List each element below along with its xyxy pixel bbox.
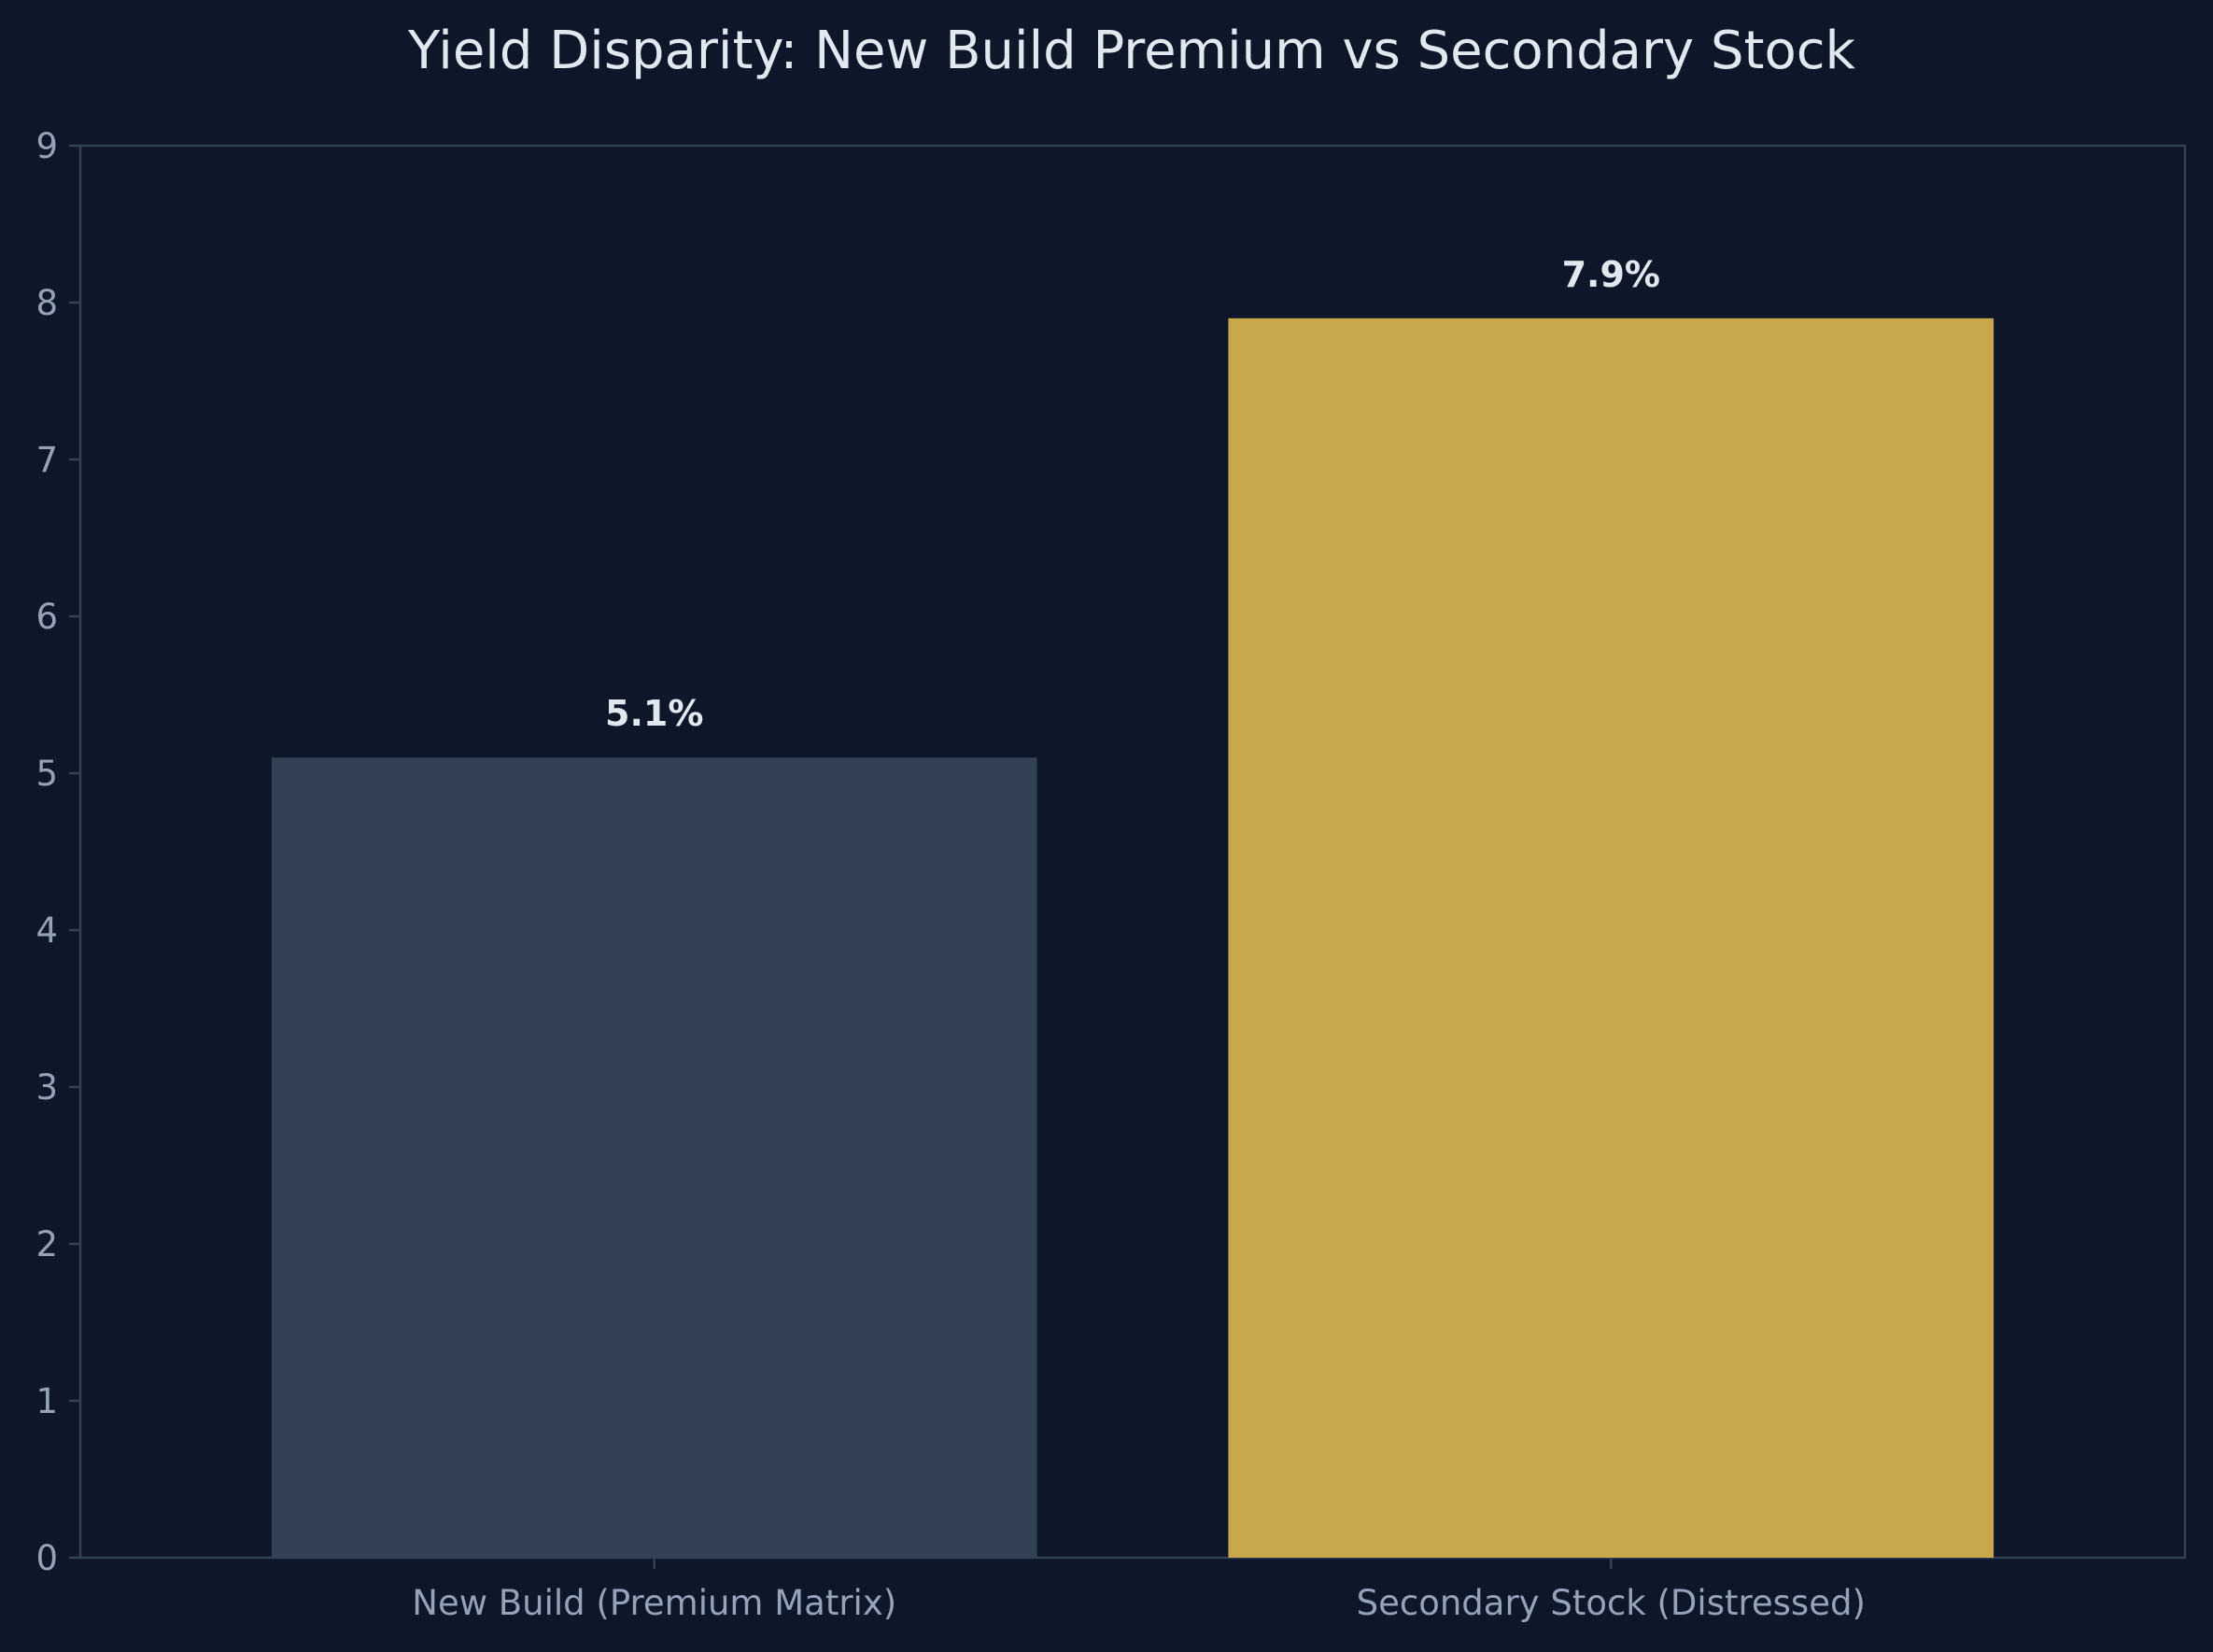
bar-value-label: 5.1% bbox=[605, 693, 703, 734]
x-axis: New Build (Premium Matrix) Secondary Stoc… bbox=[412, 1558, 1866, 1623]
plot-frame bbox=[78, 144, 2187, 1560]
bar bbox=[1228, 318, 1995, 1558]
y-tick-label: 0 bbox=[35, 1538, 58, 1578]
y-tick-label: 3 bbox=[35, 1067, 58, 1108]
x-tick-label: New Build (Premium Matrix) bbox=[412, 1583, 896, 1623]
y-tick-label: 6 bbox=[35, 597, 58, 637]
y-tick-label: 4 bbox=[35, 911, 58, 951]
bars: 5.1% 7.9% bbox=[271, 254, 1995, 1558]
y-tick-label: 1 bbox=[35, 1381, 58, 1421]
y-axis: 0 1 2 3 4 5 6 7 8 9 bbox=[35, 126, 80, 1578]
y-tick-label: 2 bbox=[35, 1224, 58, 1264]
y-tick-label: 9 bbox=[35, 126, 58, 166]
bar bbox=[271, 757, 1037, 1558]
chart-title: Yield Disparity: New Build Premium vs Se… bbox=[407, 21, 1855, 81]
y-tick-label: 7 bbox=[35, 440, 58, 480]
bar-value-label: 7.9% bbox=[1562, 254, 1660, 295]
y-tick-label: 8 bbox=[35, 283, 58, 323]
y-tick-label: 5 bbox=[35, 754, 58, 794]
x-tick-label: Secondary Stock (Distressed) bbox=[1357, 1583, 1866, 1623]
